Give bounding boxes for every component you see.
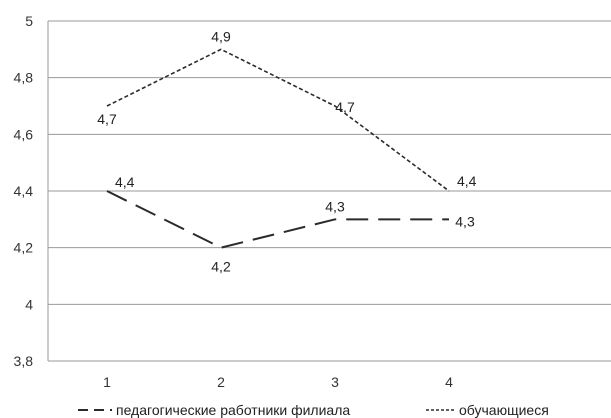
gridlines: [47, 20, 611, 362]
data-labels: 4,4 4,2 4,3 4,3 4,7 4,9 4,7 4,4: [97, 28, 476, 274]
legend-label-teachers: педагогические работники филиала: [116, 402, 350, 418]
data-label: 4,2: [211, 259, 231, 275]
y-tick-label: 4,4: [14, 183, 34, 199]
data-label: 4,4: [457, 173, 477, 189]
data-label: 4,7: [335, 99, 355, 115]
legend-label-students: обучающиеся: [459, 402, 549, 418]
data-label: 4,4: [115, 174, 135, 190]
data-label: 4,9: [211, 28, 231, 44]
y-tick-label: 5: [25, 13, 33, 29]
series-line-1: [106, 48, 450, 192]
data-label: 4,3: [455, 213, 475, 229]
x-tick-label: 3: [331, 374, 339, 390]
x-tick-label: 4: [445, 374, 453, 390]
y-axis-ticks: 3,8 4 4,2 4,4 4,6 4,8 5: [14, 13, 34, 369]
x-tick-label: 2: [217, 374, 225, 390]
y-tick-label: 4,6: [14, 126, 34, 142]
series-lines: [106, 48, 450, 249]
x-axis-ticks: 1 2 3 4: [103, 374, 453, 390]
legend: педагогические работники филиала обучающ…: [78, 402, 549, 418]
y-tick-label: 4,8: [14, 70, 34, 86]
y-tick-label: 4,2: [14, 240, 34, 256]
x-tick-label: 1: [103, 374, 111, 390]
series-line-0: [106, 190, 449, 249]
y-tick-label: 4: [25, 296, 33, 312]
data-label: 4,3: [325, 198, 345, 214]
data-label: 4,7: [97, 111, 117, 127]
y-tick-label: 3,8: [14, 353, 34, 369]
